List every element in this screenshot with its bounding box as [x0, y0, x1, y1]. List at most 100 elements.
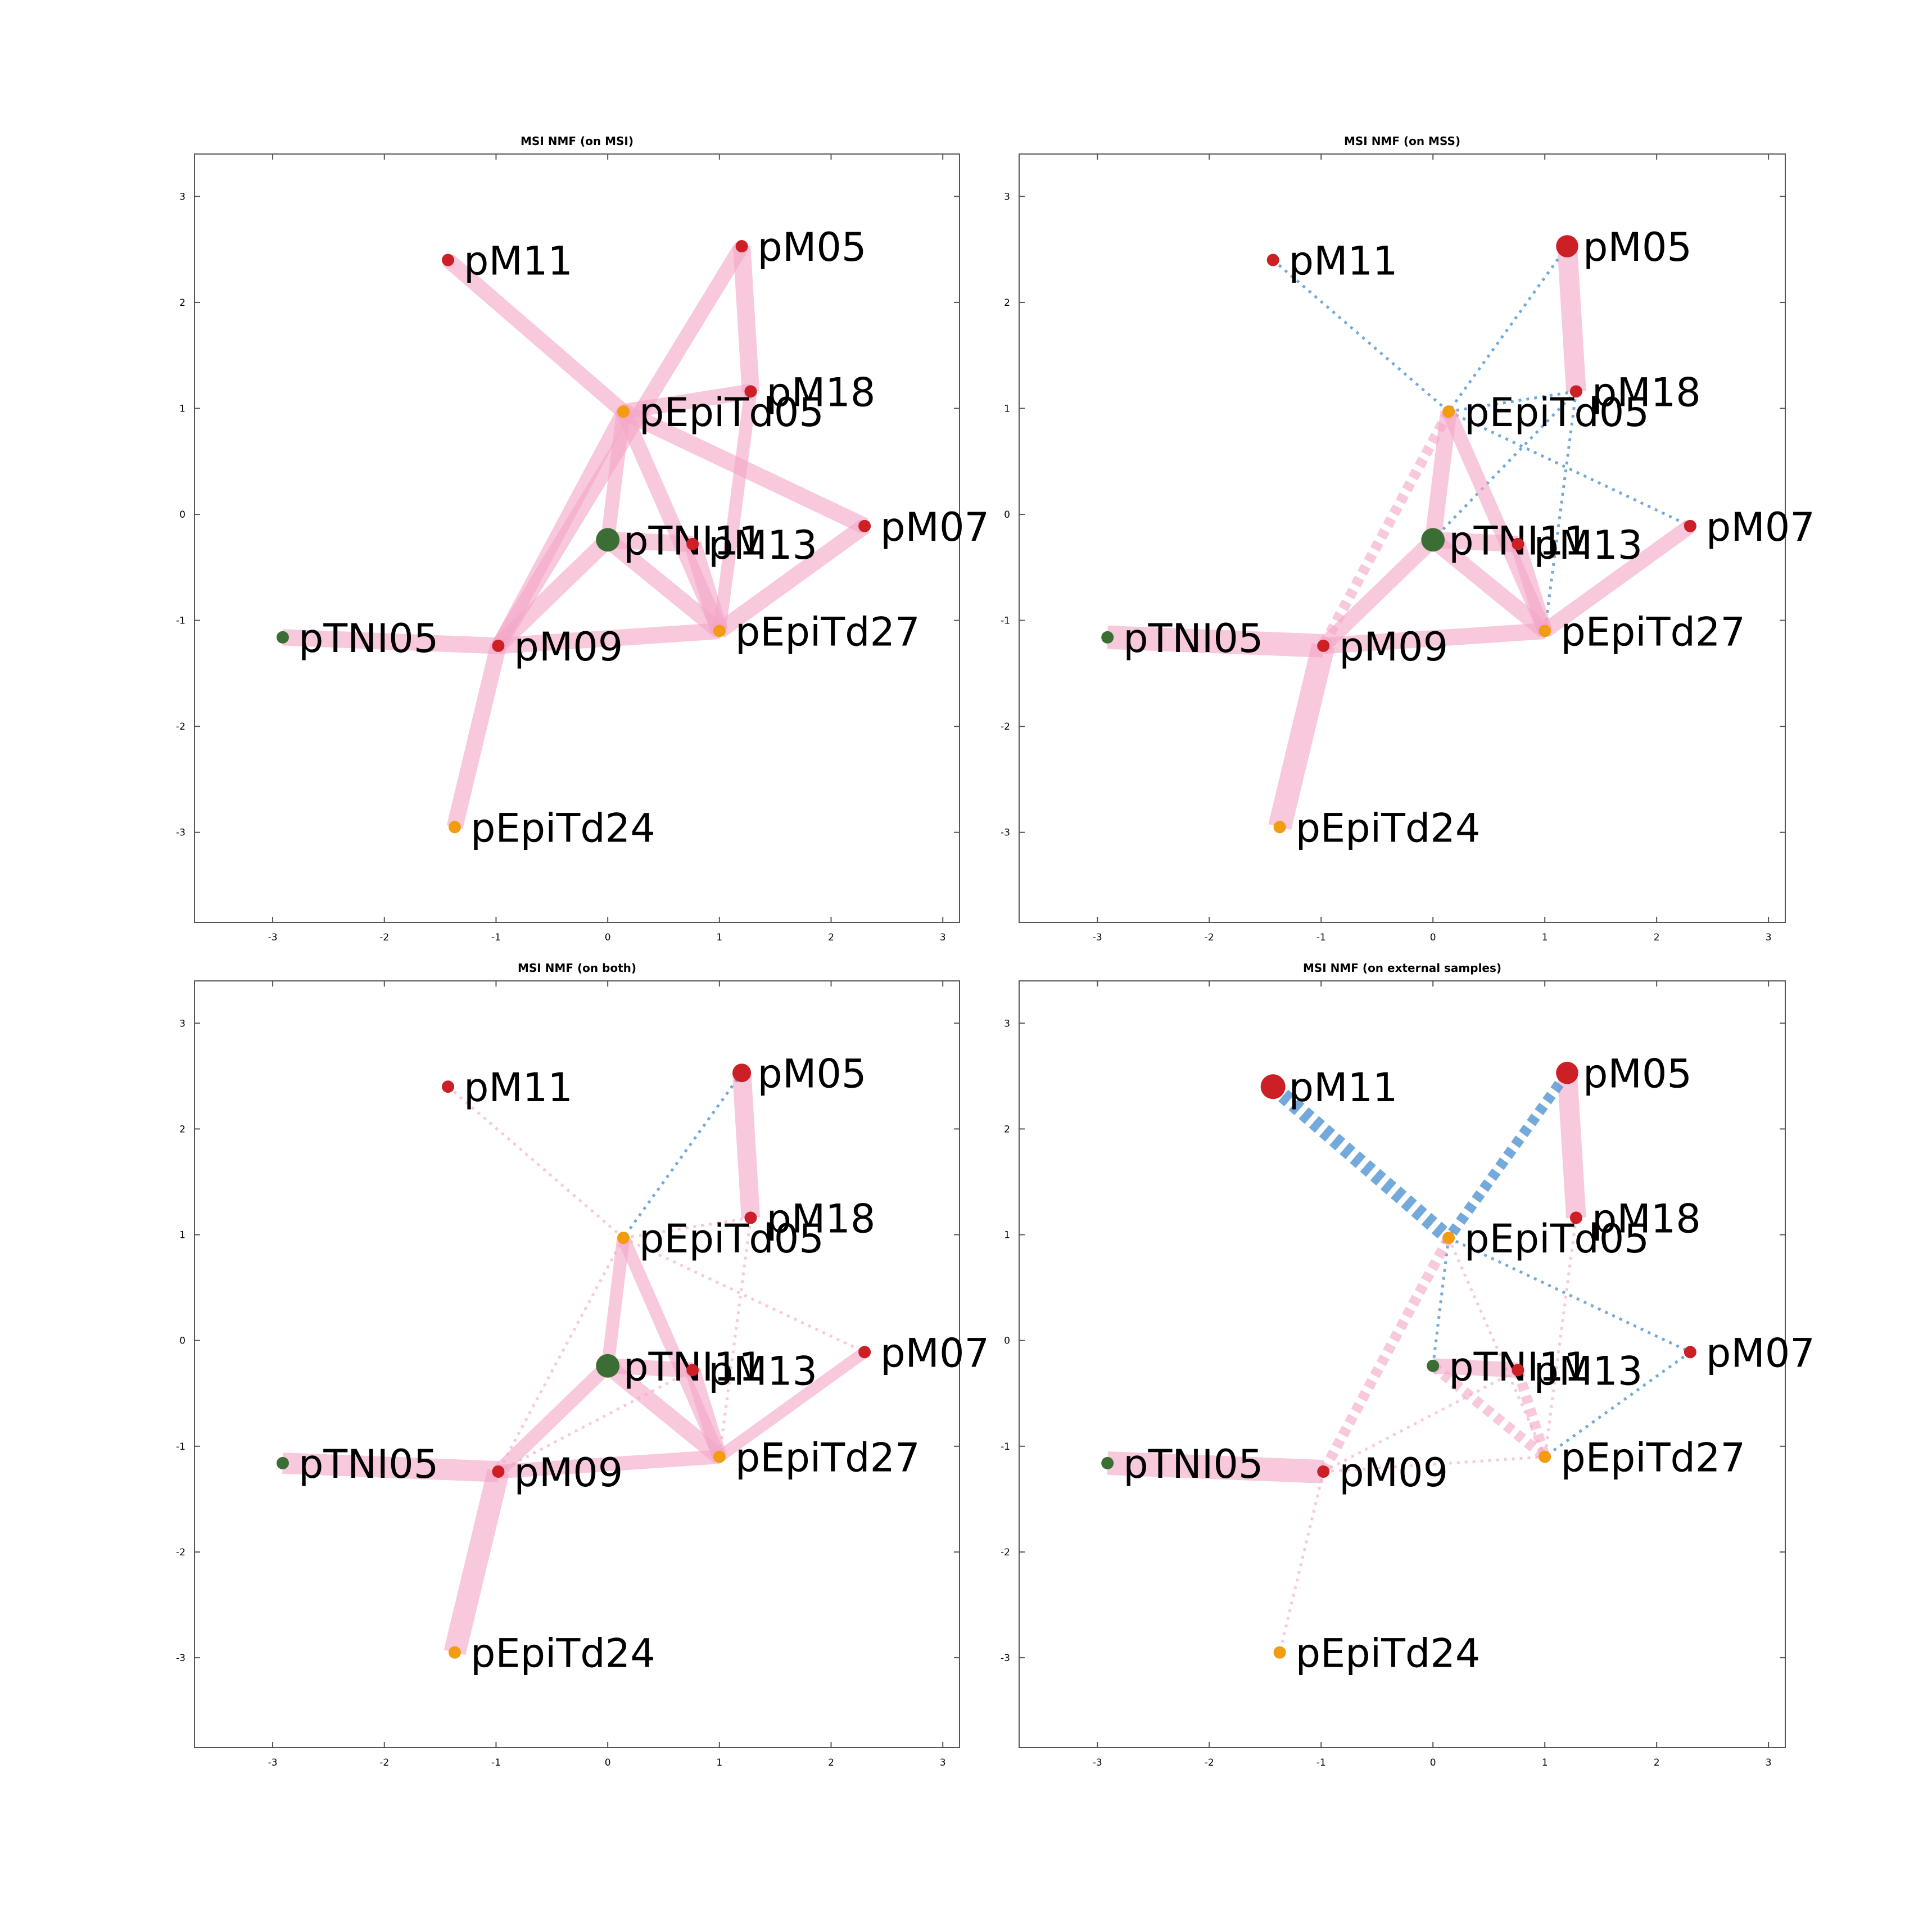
node-label-pEpiTd24: pEpiTd24 [1296, 1631, 1481, 1677]
y-tick-label: -1 [1001, 616, 1010, 627]
y-tick-label: 3 [179, 191, 185, 202]
y-tick-label: 0 [1004, 1336, 1010, 1347]
x-tick-label: 3 [1766, 1757, 1772, 1768]
node-pM09 [1317, 639, 1330, 652]
edge-pM11-pEpiTd05 [1268, 1080, 1454, 1244]
edge-pTNI11-pM13 [1432, 531, 1519, 553]
node-pM11 [1266, 254, 1279, 266]
node-label-pEpiTd24: pEpiTd24 [470, 805, 655, 851]
x-tick-label: 2 [1654, 932, 1660, 943]
edge-pM05-pM18 [1557, 245, 1586, 392]
axes-frame [194, 980, 960, 1748]
y-tick-label: -2 [1001, 721, 1010, 732]
x-tick-label: -2 [379, 932, 389, 943]
y-tick-label: 1 [179, 1230, 185, 1241]
edge-pTNI11-pM13 [607, 531, 693, 553]
node-label-pM13: pM13 [1533, 522, 1643, 568]
x-tick-label: 3 [940, 932, 946, 943]
node-pTNI11 [1427, 1359, 1440, 1372]
x-tick-label: 2 [828, 1757, 834, 1768]
node-label-pM09: pM09 [514, 1450, 623, 1496]
edge-pEpiTd05-pM18 [1448, 390, 1577, 413]
edge-pM05-pM18 [732, 1072, 761, 1219]
node-pM09 [1317, 1465, 1330, 1478]
node-label-pM07: pM07 [1706, 504, 1815, 550]
node-label-pM11: pM11 [1289, 1065, 1398, 1111]
node-pM18 [1569, 385, 1582, 398]
node-label-pM13: pM13 [1533, 1348, 1643, 1394]
node-label-pM11: pM11 [464, 238, 573, 284]
node-pTNI05 [1101, 631, 1114, 644]
y-tick-label: -1 [176, 616, 185, 627]
edge-pTNI11-pEpiTd27 [602, 1359, 725, 1463]
edge-pTNI11-pEpiTd27 [1429, 1361, 1549, 1461]
edge-pM05-pEpiTd05 [1444, 1070, 1572, 1241]
node-pM09 [492, 1465, 505, 1478]
x-tick-label: -1 [1316, 932, 1326, 943]
axes-frame [194, 153, 960, 923]
edge-pEpiTd05-pM18 [622, 383, 752, 419]
node-pM11 [442, 1080, 455, 1093]
edge-pM13-pEpiTd27 [1510, 541, 1553, 634]
node-label-pTNI05: pTNI05 [1123, 616, 1263, 662]
node-pEpiTd05 [1442, 405, 1455, 418]
edge-pM18-pTNI11 [1432, 390, 1577, 541]
edge-pEpiTd05-pM07 [1448, 1236, 1691, 1354]
x-tick-label: 1 [1542, 1757, 1548, 1768]
node-label-pM18: pM18 [766, 369, 875, 415]
x-tick-label: -1 [491, 932, 501, 943]
node-pTNI11 [596, 528, 620, 552]
y-tick-label: 3 [1004, 191, 1010, 202]
node-label-pM13: pM13 [708, 522, 817, 568]
y-tick-label: 2 [1004, 1124, 1010, 1135]
y-tick-label: 0 [179, 509, 185, 521]
edge-pEpiTd05-pM09 [492, 408, 630, 649]
edge-pEpiTd05-pM07 [622, 1236, 866, 1354]
node-label-pM09: pM09 [514, 624, 623, 670]
y-tick-label: -1 [1001, 1441, 1010, 1453]
node-label-pEpiTd05: pEpiTd05 [1464, 1216, 1649, 1262]
edge-pEpiTd05-pM18 [623, 1216, 751, 1239]
edge-pEpiTd05-pTNI11 [601, 1237, 630, 1367]
edge-pEpiTd05-pTNI11 [1431, 1237, 1450, 1367]
edge-pM09-pEpiTd27 [497, 1450, 720, 1479]
edge-pM09-pM13 [497, 1369, 694, 1473]
edge-pM18-pEpiTd27 [1543, 391, 1578, 631]
edge-pM18-pEpiTd27 [1543, 1218, 1578, 1457]
node-pM09 [492, 639, 505, 652]
x-tick-label: 0 [605, 932, 611, 943]
x-tick-label: -2 [1205, 932, 1214, 943]
node-label-pTNI05: pTNI05 [1123, 1441, 1263, 1487]
node-label-pM18: pM18 [1592, 369, 1701, 415]
y-tick-label: 1 [1004, 1230, 1010, 1241]
node-label-pTNI05: pTNI05 [298, 616, 438, 662]
node-pTNI05 [1101, 1456, 1114, 1469]
x-tick-label: 1 [716, 932, 722, 943]
edge-pEpiTd05-pM07 [1448, 410, 1691, 528]
edge-pTNI11-pEpiTd27 [1427, 533, 1550, 637]
node-pM13 [686, 1364, 699, 1377]
x-tick-label: 2 [828, 932, 834, 943]
edge-pTNI05-pM09 [1107, 625, 1324, 658]
edge-pEpiTd05-pEpiTd27 [1447, 1237, 1546, 1458]
chart-panel-4: MSI NMF (on external samples) -3 -2 -1 0 1 2 3 -… [1001, 961, 1815, 1768]
edge-pTNI11-pM09 [492, 533, 614, 652]
edge-pM09-pM13 [1323, 1369, 1519, 1473]
axes-frame [1019, 153, 1786, 923]
edge-pEpiTd05-pTNI11 [1424, 410, 1457, 541]
x-tick-label: -2 [379, 1757, 389, 1768]
edge-pM09-pEpiTd27 [1323, 622, 1546, 654]
edge-pM09-pEpiTd24 [1278, 1471, 1325, 1653]
node-pEpiTd24 [1273, 821, 1286, 834]
node-pEpiTd05 [1442, 1232, 1455, 1245]
y-tick-label: -2 [1001, 1547, 1010, 1558]
chart-title: MSI NMF (on external samples) [1303, 961, 1501, 975]
x-tick-label: 0 [1430, 1757, 1436, 1768]
edge-pM09-pEpiTd24 [446, 644, 506, 829]
chart-panel-2: MSI NMF (on MSS) -3 -2 -1 0 1 2 3 -3 -2 -1 0 1 2 3 pM11… [1001, 134, 1815, 943]
x-tick-label: -3 [268, 932, 278, 943]
node-pM07 [1684, 1346, 1696, 1359]
node-pEpiTd24 [1273, 1646, 1286, 1659]
edge-pM07-pEpiTd27 [1540, 519, 1695, 637]
